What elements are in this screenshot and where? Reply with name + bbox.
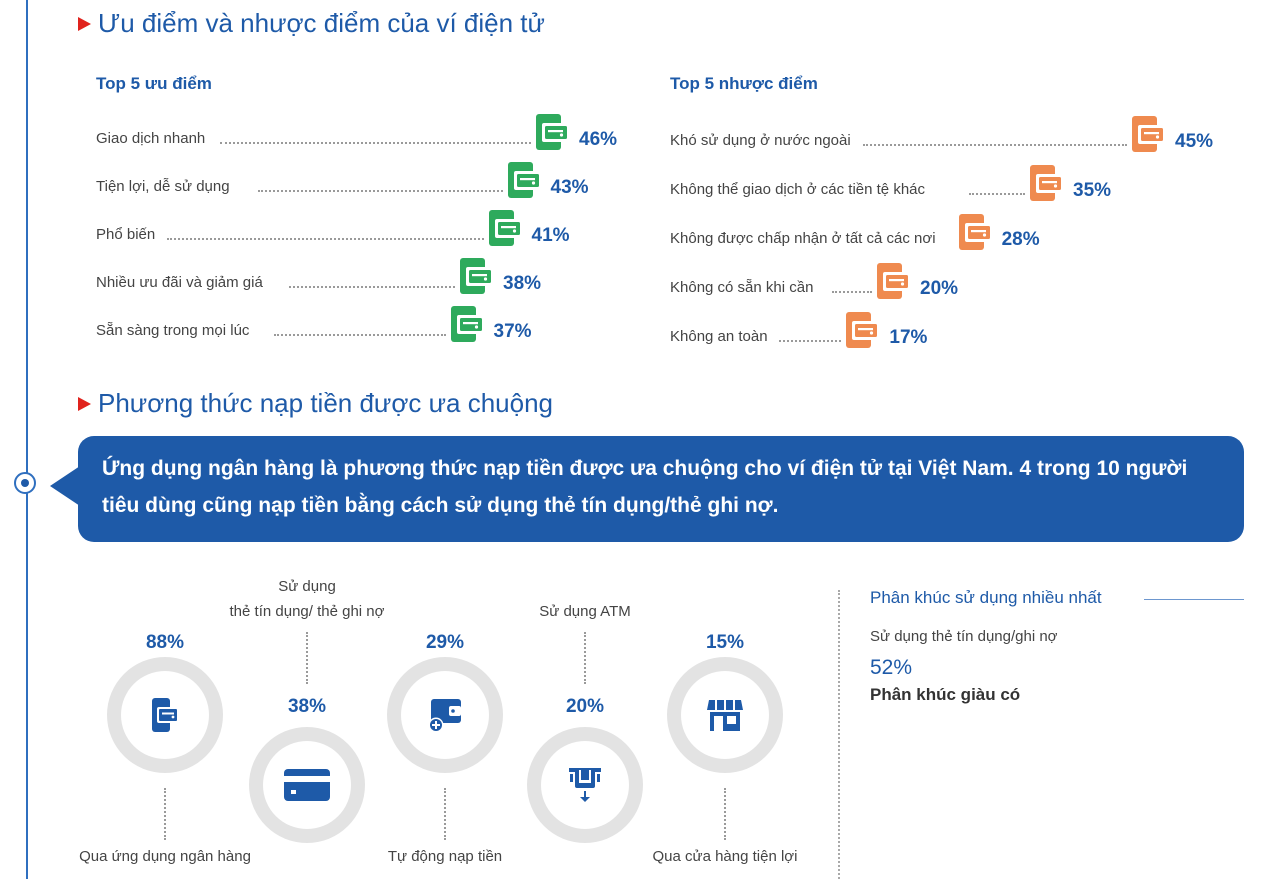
bar-label: Nhiều ưu đãi và giảm giá xyxy=(96,274,263,291)
wallet-icon xyxy=(956,212,996,252)
bar-label: Không được chấp nhận ở tất cả các nơi xyxy=(670,230,936,247)
timeline-rule xyxy=(26,0,28,879)
section-marker-icon xyxy=(78,397,91,411)
bar-label: Khó sử dụng ở nước ngoài xyxy=(670,132,851,149)
bar-row: Không được chấp nhận ở tất cả các nơi 28% xyxy=(670,214,1280,256)
method-label: Qua cửa hàng tiện lợi xyxy=(652,848,798,865)
wallet-icon xyxy=(843,310,883,350)
wallet-icon xyxy=(457,256,497,296)
method-label: Sử dụng ATM xyxy=(539,603,631,620)
bar-row: Nhiều ưu đãi và giảm giá 38% xyxy=(96,258,711,300)
bar-value: 17% xyxy=(889,327,928,348)
wallet-icon xyxy=(533,112,573,152)
bar-label: Tiện lợi, dễ sử dụng xyxy=(96,178,230,195)
method-label: Sử dụng xyxy=(278,578,336,595)
bar-value: 41% xyxy=(531,225,570,246)
method-label: thẻ tín dụng/ thẻ ghi nợ xyxy=(229,603,385,620)
bar-value: 35% xyxy=(1073,180,1112,201)
bar-value: 43% xyxy=(550,177,589,198)
convenience-store-icon xyxy=(705,695,745,740)
method-leader xyxy=(444,788,446,840)
method-leader xyxy=(164,788,166,840)
segment-title: Phân khúc sử dụng nhiều nhất xyxy=(870,588,1102,607)
callout-text: Ứng dụng ngân hàng là phương thức nạp ti… xyxy=(102,457,1188,517)
bar-value: 28% xyxy=(1001,229,1040,250)
bar-value: 45% xyxy=(1175,131,1214,152)
bar-leader xyxy=(969,193,1025,195)
panel-divider xyxy=(838,590,840,879)
timeline-node-dot xyxy=(21,479,29,487)
bar-label: Sẵn sàng trong mọi lúc xyxy=(96,322,250,339)
method-value: 15% xyxy=(705,632,745,653)
wallet-icon xyxy=(1129,114,1169,154)
segment-value: 52% xyxy=(870,656,913,679)
bar-row: Không an toàn 17% xyxy=(670,312,1280,354)
bar-value: 37% xyxy=(493,321,532,342)
bar-leader xyxy=(274,334,446,336)
method-value: 20% xyxy=(565,696,605,717)
credit-card-icon xyxy=(282,765,332,810)
bar-row: Không có sẵn khi cần 20% xyxy=(670,263,1280,305)
segment-subtitle: Sử dụng thẻ tín dụng/ghi nợ xyxy=(870,628,1058,645)
bar-label: Giao dịch nhanh xyxy=(96,130,206,147)
bar-leader xyxy=(863,144,1127,146)
pros-title: Top 5 ưu điểm xyxy=(96,74,212,93)
wallet-icon xyxy=(505,160,545,200)
bar-leader xyxy=(220,142,531,144)
bar-leader xyxy=(289,286,455,288)
callout-box xyxy=(78,436,1244,542)
bar-leader xyxy=(832,291,872,293)
bar-label: Không thể giao dịch ở các tiền tệ khác xyxy=(670,181,925,198)
atm-icon xyxy=(565,765,605,810)
bar-leader xyxy=(167,238,484,240)
bar-row: Khó sử dụng ở nước ngoài 45% xyxy=(670,116,1280,158)
cons-title: Top 5 nhược điểm xyxy=(670,74,818,93)
wallet-icon xyxy=(1027,163,1067,203)
bar-row: Phổ biến 41% xyxy=(96,210,711,252)
bar-leader xyxy=(779,340,842,342)
bar-value: 38% xyxy=(503,273,542,294)
segment-name: Phân khúc giàu có xyxy=(870,685,1021,704)
segment-title-rule xyxy=(1144,599,1244,600)
method-value: 38% xyxy=(287,696,327,717)
method-value: 88% xyxy=(145,632,185,653)
bar-value: 46% xyxy=(579,129,618,150)
bar-label: Phổ biến xyxy=(96,226,156,243)
banking-app-icon xyxy=(145,695,185,740)
bar-row: Tiện lợi, dễ sử dụng 43% xyxy=(96,162,711,204)
section-marker-icon xyxy=(78,17,91,31)
wallet-icon xyxy=(448,304,488,344)
bar-row: Giao dịch nhanh 46% xyxy=(96,114,711,156)
bar-label: Không có sẵn khi cần xyxy=(670,279,814,296)
section-title-pros-cons: Ưu điểm và nhược điểm của ví điện tử xyxy=(98,8,545,38)
method-leader xyxy=(306,632,308,684)
wallet-icon xyxy=(874,261,914,301)
wallet-icon xyxy=(486,208,526,248)
method-leader xyxy=(724,788,726,840)
bar-row: Không thể giao dịch ở các tiền tệ khác 35… xyxy=(670,165,1280,207)
bar-value: 20% xyxy=(920,278,959,299)
bar-label: Không an toàn xyxy=(670,328,768,345)
method-leader xyxy=(584,632,586,684)
section-title-topup: Phương thức nạp tiền được ưa chuộng xyxy=(98,388,553,418)
method-label: Qua ứng dụng ngân hàng xyxy=(79,848,251,865)
auto-topup-wallet-icon xyxy=(425,695,465,740)
bar-leader xyxy=(258,190,503,192)
callout-pointer xyxy=(50,466,80,506)
method-label: Tự động nạp tiền xyxy=(387,848,503,865)
method-value: 29% xyxy=(425,632,465,653)
bar-row: Sẵn sàng trong mọi lúc 37% xyxy=(96,306,711,348)
